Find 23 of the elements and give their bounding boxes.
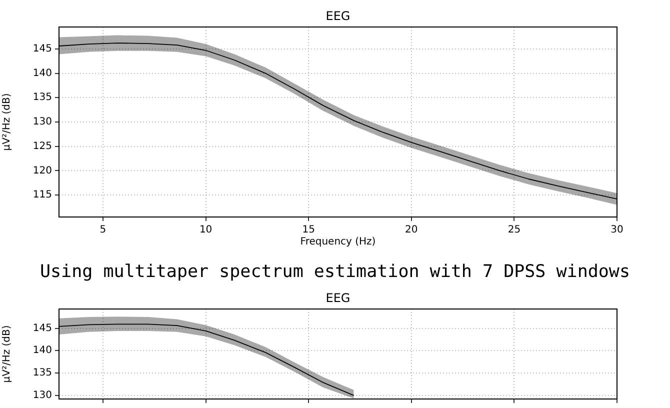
y-axis-title: µV²/Hz (dB) xyxy=(2,325,13,383)
y-tick-label: 120 xyxy=(32,165,52,176)
y-tick-label: 145 xyxy=(32,44,52,55)
chart-title: EEG xyxy=(326,291,350,306)
y-tick-label: 130 xyxy=(32,116,52,128)
x-tick-label: 15 xyxy=(302,224,315,236)
x-tick-label: 5 xyxy=(100,224,106,236)
y-tick-label: 145 xyxy=(32,322,52,334)
x-tick-label: 20 xyxy=(405,224,418,236)
y-tick-label: 135 xyxy=(32,368,52,379)
text: Using multitaper spectrum estimation with 7 DPSS windows xyxy=(38,262,631,282)
y-tick-label: 115 xyxy=(32,190,52,201)
x-tick-label: 25 xyxy=(508,224,521,236)
x-axis-title: Frequency (Hz) xyxy=(300,236,376,248)
y-tick-label: 140 xyxy=(32,68,52,79)
x-tick-label: 30 xyxy=(610,224,624,236)
y-axis-title: µV²/Hz (dB) xyxy=(2,93,13,151)
chart-title: EEG xyxy=(326,9,350,24)
x-tick-label: 10 xyxy=(199,224,212,236)
y-tick-label: 140 xyxy=(32,345,52,356)
y-tick-label: 125 xyxy=(32,140,52,152)
y-tick-label: 130 xyxy=(32,390,52,402)
y-tick-label: 135 xyxy=(32,92,52,104)
